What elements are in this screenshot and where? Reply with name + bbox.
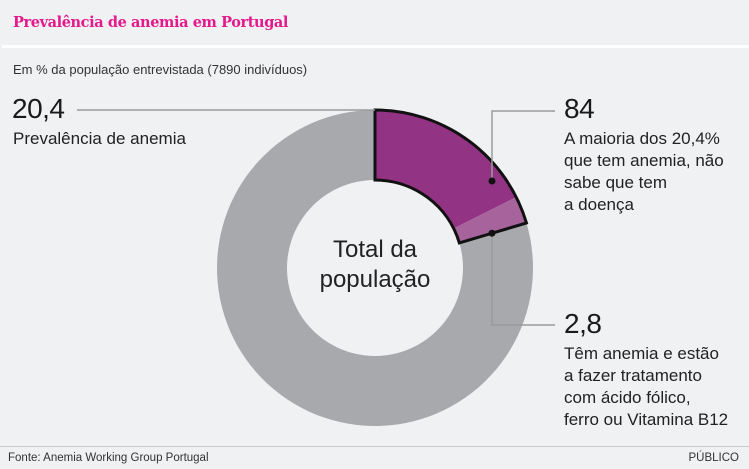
annotation-unaware-line: sabe que tem xyxy=(564,173,668,192)
annotation-treated-text: Têm anemia e estão a fazer tratamento co… xyxy=(564,343,728,431)
annotation-prevalence-text: Prevalência de anemia xyxy=(13,129,186,148)
leader-dot-treated xyxy=(488,229,496,237)
center-label-line-2: população xyxy=(319,266,431,293)
annotation-unaware-line: que tem anemia, não xyxy=(564,151,724,170)
publisher-logo: PÚBLICO xyxy=(688,452,740,464)
annotation-treated-line: ferro ou Vitamina B12 xyxy=(564,410,729,429)
annotation-unaware-text: A maioria dos 20,4% que tem anemia, não … xyxy=(564,128,724,216)
leader-line-treated xyxy=(491,233,555,326)
donut-slice-2 xyxy=(217,110,534,426)
annotation-unaware-value: 84 xyxy=(564,93,595,124)
donut-slice-0 xyxy=(375,110,517,229)
source-note: Fonte: Anemia Working Group Portugal xyxy=(8,452,209,464)
leader-dot-unaware xyxy=(488,177,496,185)
annotation-treated-line: a fazer tratamento xyxy=(564,366,702,385)
annotation-unaware-line: a doença xyxy=(564,195,634,214)
center-label: Total da população xyxy=(300,235,450,295)
anemia-outline xyxy=(373,108,529,245)
annotation-unaware-line: A maioria dos 20,4% xyxy=(564,129,720,148)
title-divider xyxy=(2,45,749,48)
chart-title: Prevalência de anemia em Portugal xyxy=(13,14,289,31)
annotation-treated-value: 2,8 xyxy=(564,308,602,339)
footer-divider xyxy=(0,446,749,447)
annotation-treated-line: com ácido fólico, xyxy=(564,388,691,407)
chart-subtitle: Em % da população entrevistada (7890 ind… xyxy=(13,62,308,77)
center-label-line-1: Total da xyxy=(332,236,418,263)
donut-slice-1 xyxy=(453,197,527,243)
annotation-treated-line: Têm anemia e estão xyxy=(564,344,719,363)
leader-line-unaware xyxy=(491,110,555,181)
annotation-prevalence-value: 20,4 xyxy=(12,93,65,124)
